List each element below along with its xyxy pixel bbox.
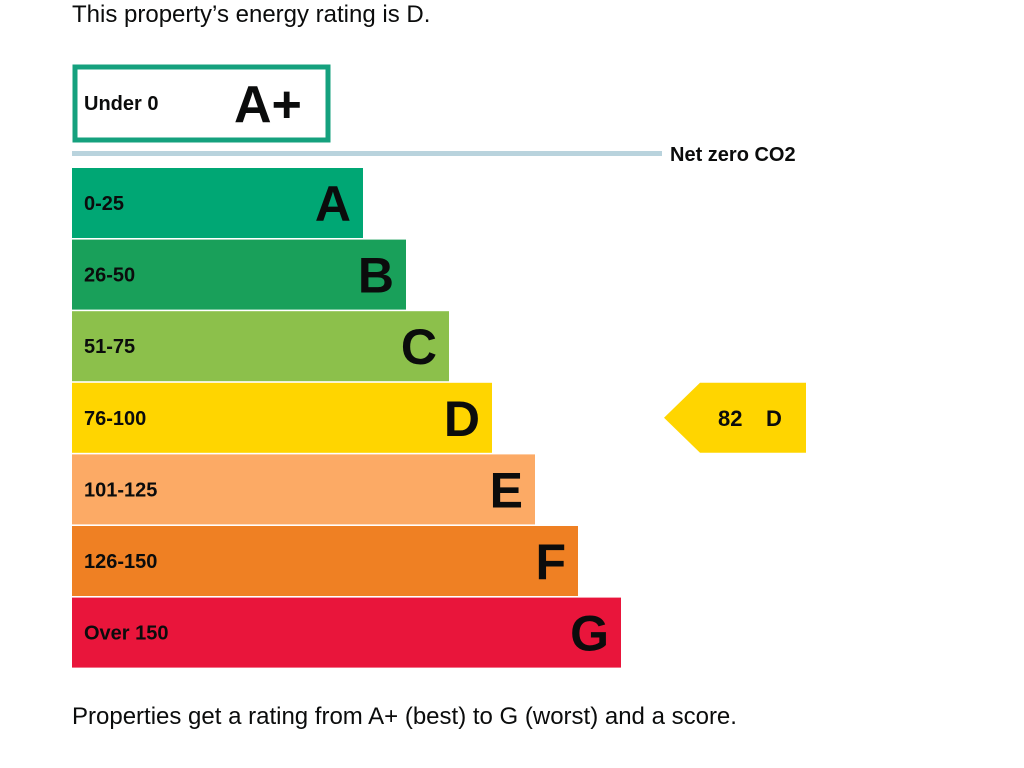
rating-explanation: Properties get a rating from A+ (best) t… [72,703,737,730]
a-plus-letter: A+ [234,76,302,134]
band-letter: G [570,606,609,662]
current-score: 82 [718,406,742,431]
band-g: Over 150 G [72,597,621,668]
net-zero-label: Net zero CO2 [670,144,796,166]
band-range-label: 0-25 [84,193,124,215]
band-bar-f [72,526,578,596]
band-range-label: Over 150 [84,623,169,645]
epc-rating-chart: Under 0 A+ Net zero CO2 0-25 A 26-50 B 51-75 C… [72,64,806,668]
net-zero-marker: Net zero CO2 [72,144,796,166]
band-f: 126-150 F [72,526,578,596]
band-letter: A [315,176,351,232]
band-e: 101-125 E [72,454,535,525]
a-plus-band: Under 0 A+ [72,64,331,143]
net-zero-line [72,151,662,156]
band-letter: E [490,462,523,518]
rating-bands: 0-25 A 26-50 B 51-75 C 76-100 D 101-125 E 126-150 F… [72,168,621,668]
band-a: 0-25 A [72,168,363,238]
band-range-label: 126-150 [84,551,157,573]
band-bar-c [72,311,449,382]
a-plus-band-box [72,64,331,143]
band-d: 76-100 D [72,382,492,453]
band-bar-d [72,382,492,453]
band-bar-g [72,597,621,668]
a-plus-range-label: Under 0 [84,93,158,115]
band-b: 26-50 B [72,239,406,310]
band-range-label: 76-100 [84,408,146,430]
band-bar-a [72,168,363,238]
current-rating-arrow-shape [664,382,806,453]
band-letter: B [358,248,394,304]
band-bar-e [72,454,535,525]
band-letter: D [444,391,480,447]
current-letter: D [766,406,782,431]
current-rating-arrow: 82 D [664,382,806,453]
band-c: 51-75 C [72,311,449,382]
band-range-label: 26-50 [84,265,135,287]
energy-rating-intro: This property’s energy rating is D. [72,1,431,28]
band-range-label: 101-125 [84,479,157,501]
band-bar-b [72,239,406,310]
band-letter: C [401,319,437,375]
band-letter: F [535,534,566,590]
band-range-label: 51-75 [84,336,135,358]
